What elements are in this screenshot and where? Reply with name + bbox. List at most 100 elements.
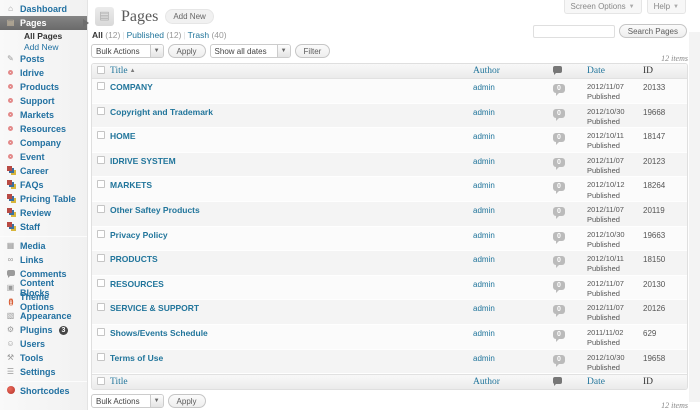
author-link[interactable]: admin: [473, 304, 495, 314]
page-title-link[interactable]: Privacy Policy: [110, 229, 168, 240]
author-link[interactable]: admin: [473, 181, 495, 191]
author-link[interactable]: admin: [473, 205, 495, 215]
help-tab[interactable]: Help ▼: [646, 0, 686, 14]
column-header-comments[interactable]: [545, 66, 587, 76]
column-header-author[interactable]: Author: [473, 377, 545, 387]
sidebar-item-shortcodes[interactable]: Shortcodes: [0, 384, 87, 398]
page-title-link[interactable]: Terms of Use: [110, 352, 164, 363]
comment-count-badge[interactable]: 0: [553, 182, 565, 195]
row-checkbox[interactable]: [97, 106, 105, 115]
comment-count-badge[interactable]: 0: [553, 108, 565, 121]
column-header-title[interactable]: Title ▲: [110, 66, 473, 76]
author-link[interactable]: admin: [473, 83, 495, 92]
sidebar-item-event[interactable]: Event: [0, 150, 87, 164]
page-title-link[interactable]: IDRIVE SYSTEM: [110, 155, 176, 166]
filter-button[interactable]: Filter: [294, 44, 331, 58]
page-title-link[interactable]: MARKETS: [110, 180, 153, 191]
column-header-comments[interactable]: [545, 377, 587, 387]
page-title-link[interactable]: RESOURCES: [110, 278, 164, 289]
page-title-link[interactable]: PRODUCTS: [110, 254, 158, 265]
comment-count-badge[interactable]: 0: [553, 280, 565, 293]
sidebar-item-staff[interactable]: Staff: [0, 220, 87, 234]
sidebar-item-media[interactable]: ▦ Media: [0, 239, 87, 253]
author-link[interactable]: admin: [473, 156, 495, 166]
sidebar-item-settings[interactable]: ☰ Settings: [0, 365, 87, 379]
row-checkbox[interactable]: [97, 155, 105, 164]
sidebar-item-faqs[interactable]: FAQs: [0, 178, 87, 192]
sidebar-item-review[interactable]: Review: [0, 206, 87, 220]
sidebar-subitem-all-pages[interactable]: All Pages: [24, 30, 63, 41]
sidebar-subitem-add-new[interactable]: Add New: [24, 41, 59, 52]
row-checkbox[interactable]: [97, 352, 105, 361]
page-title-link[interactable]: HOME: [110, 131, 136, 142]
row-checkbox[interactable]: [97, 229, 105, 238]
column-header-author[interactable]: Author: [473, 66, 545, 76]
row-checkbox[interactable]: [97, 254, 105, 263]
comment-count-badge[interactable]: 0: [553, 231, 565, 244]
select-all-checkbox[interactable]: [97, 65, 105, 74]
sidebar-item-career[interactable]: Career: [0, 164, 87, 178]
row-checkbox[interactable]: [97, 82, 105, 90]
comment-count-badge[interactable]: 0: [553, 354, 565, 367]
view-all-link[interactable]: All (12): [92, 30, 120, 40]
sidebar-item-pages[interactable]: ▤ Pages: [0, 16, 89, 30]
sidebar-item-posts[interactable]: ✎ Posts: [0, 52, 87, 66]
search-pages-button[interactable]: Search Pages: [618, 24, 687, 38]
row-checkbox[interactable]: [97, 131, 105, 140]
row-checkbox[interactable]: [97, 278, 105, 287]
page-title-link[interactable]: Copyright and Trademark: [110, 106, 213, 117]
add-new-button[interactable]: Add New: [165, 9, 214, 24]
author-link[interactable]: admin: [473, 328, 495, 338]
sidebar-item-appearance[interactable]: ▧ Appearance: [0, 309, 87, 323]
column-header-date[interactable]: Date: [587, 377, 643, 387]
screen-options-tab[interactable]: Screen Options ▼: [563, 0, 642, 14]
row-checkbox[interactable]: [97, 303, 105, 312]
comment-count-badge[interactable]: 0: [553, 84, 565, 96]
column-header-date[interactable]: Date: [587, 66, 643, 76]
date-filter-select[interactable]: Show all dates ▼: [209, 44, 291, 58]
apply-button-bottom[interactable]: Apply: [167, 394, 206, 409]
page-title-link[interactable]: Shows/Events Schedule: [110, 327, 208, 338]
comment-count-badge[interactable]: 0: [553, 157, 565, 170]
page-title-link[interactable]: SERVICE & SUPPORT: [110, 303, 200, 314]
author-link[interactable]: admin: [473, 353, 495, 363]
bulk-actions-select[interactable]: Bulk Actions ▼: [91, 44, 164, 58]
row-checkbox[interactable]: [97, 180, 105, 189]
view-trash-link[interactable]: Trash (40): [188, 30, 227, 40]
sidebar-item-resources[interactable]: Resources: [0, 122, 87, 136]
page-title-link[interactable]: Other Saftey Products: [110, 204, 200, 215]
apply-button[interactable]: Apply: [167, 44, 206, 58]
view-published-link[interactable]: Published (12): [127, 30, 182, 40]
comment-count-badge[interactable]: 0: [553, 206, 565, 219]
page-title-link[interactable]: COMPANY: [110, 82, 153, 92]
sidebar-item-content-blocks[interactable]: ▣ Content Blocks: [0, 278, 87, 298]
sidebar-item-markets[interactable]: Markets: [0, 108, 87, 122]
author-link[interactable]: admin: [473, 255, 495, 265]
sidebar-item-plugins[interactable]: ⚙ Plugins 3: [0, 323, 87, 337]
row-checkbox[interactable]: [97, 327, 105, 336]
search-input[interactable]: [532, 24, 615, 38]
bulk-actions-select-bottom[interactable]: Bulk Actions ▼: [91, 394, 164, 409]
sidebar-item-products[interactable]: Products: [0, 80, 87, 94]
comment-count-badge[interactable]: 0: [553, 305, 565, 318]
column-header-title[interactable]: Title: [110, 377, 473, 387]
author-link[interactable]: admin: [473, 279, 495, 289]
sidebar-item-pricing-table[interactable]: Pricing Table: [0, 192, 87, 206]
row-checkbox[interactable]: [97, 204, 105, 213]
sidebar-item-users[interactable]: ☺ Users: [0, 337, 87, 351]
sidebar-item-tools[interactable]: ⚒ Tools: [0, 351, 87, 365]
sidebar-item-comments[interactable]: Comments: [0, 267, 87, 281]
comment-count-badge[interactable]: 0: [553, 329, 565, 342]
author-link[interactable]: admin: [473, 107, 495, 117]
sidebar-item-theme-options[interactable]: (!) Theme Options: [0, 292, 87, 312]
sidebar-item-support[interactable]: Support: [0, 94, 87, 108]
sidebar-item-dashboard[interactable]: ⌂ Dashboard: [0, 2, 87, 16]
comment-count-badge[interactable]: 0: [553, 256, 565, 269]
sidebar-item-links[interactable]: ∞ Links: [0, 253, 87, 267]
sidebar-item-idrive[interactable]: Idrive: [0, 66, 87, 80]
comment-count-badge[interactable]: 0: [553, 133, 565, 146]
author-link[interactable]: admin: [473, 132, 495, 142]
select-all-checkbox[interactable]: [97, 376, 105, 385]
author-link[interactable]: admin: [473, 230, 495, 240]
sidebar-item-company[interactable]: Company: [0, 136, 87, 150]
